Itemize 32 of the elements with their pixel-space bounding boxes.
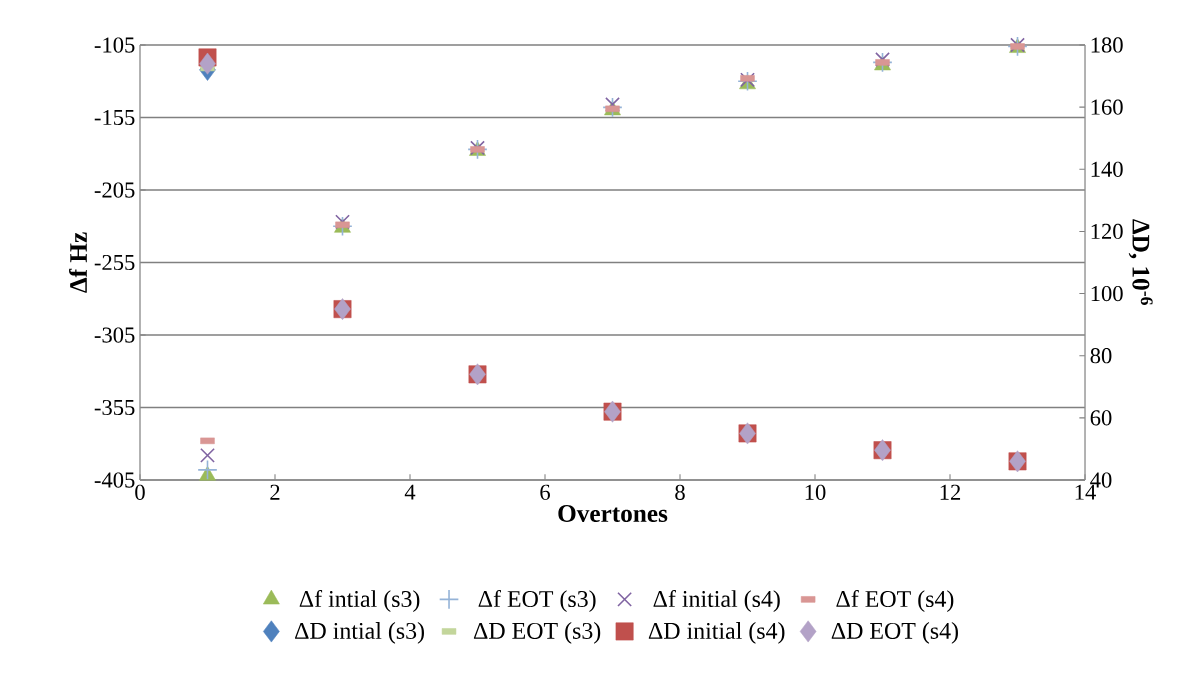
legend-label: Δf initial (s4) bbox=[653, 589, 780, 612]
legend-label: Δf EOT (s4) bbox=[836, 589, 954, 612]
y2-tick-label: 160 bbox=[1091, 99, 1123, 115]
y-tick-label: -355 bbox=[94, 399, 135, 416]
y-axis-title: Δf Hz bbox=[69, 232, 87, 293]
legend-label: ΔD EOT (s4) bbox=[831, 622, 958, 644]
x-axis-title: Overtones bbox=[558, 505, 668, 523]
x-tick-label: 10 bbox=[805, 484, 826, 500]
y-tick-label: -405 bbox=[94, 472, 135, 488]
y2-tick-label: 180 bbox=[1091, 37, 1123, 53]
y-tick-label: -205 bbox=[94, 182, 135, 198]
y2-axis-title: ΔD, 10$^{-6}$ bbox=[1128, 219, 1153, 305]
y-tick-label: -155 bbox=[94, 109, 135, 126]
legend-label: Δf EOT (s3) bbox=[478, 589, 596, 612]
x-tick-label: 12 bbox=[940, 484, 961, 500]
x-tick-label: 6 bbox=[540, 484, 550, 500]
y2-tick-label: 60 bbox=[1090, 410, 1112, 426]
x-tick-label: 2 bbox=[270, 484, 280, 500]
y2-tick-label: 140 bbox=[1091, 161, 1123, 177]
x-tick-label: 4 bbox=[404, 484, 416, 500]
legend-label: Δf intial (s3) bbox=[299, 589, 420, 612]
y2-tick-label: 100 bbox=[1091, 285, 1123, 302]
x-tick-label: 8 bbox=[675, 484, 685, 500]
legend-label: ΔD EOT (s3) bbox=[473, 622, 601, 644]
y2-tick-label: 120 bbox=[1091, 223, 1123, 240]
y-tick-label: -255 bbox=[94, 254, 135, 271]
legend-label: ΔD initial (s4) bbox=[648, 622, 785, 644]
x-tick-label: 0 bbox=[135, 484, 145, 500]
legend-label: ΔD intial (s3) bbox=[295, 622, 424, 644]
y-tick-label: -305 bbox=[94, 327, 135, 343]
y-tick-label: -105 bbox=[94, 37, 135, 53]
y2-tick-label: 80 bbox=[1090, 348, 1112, 364]
